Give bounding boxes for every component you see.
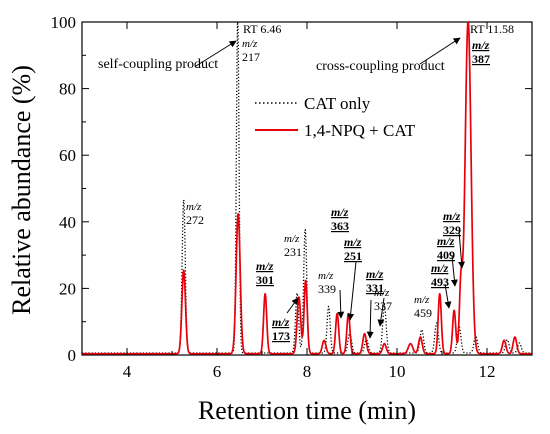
mz-value-bold: 173	[272, 329, 290, 343]
mz-value-label: 459	[414, 306, 432, 320]
x-tick-label: 10	[389, 362, 406, 381]
peak-arrow	[377, 297, 385, 327]
mz-value-bold: 363	[331, 219, 349, 233]
mz-value-bold: 301	[256, 273, 274, 287]
mz-prefix-label: m/z	[414, 294, 430, 306]
mz-value-label: 272	[186, 213, 204, 227]
mz-prefix-bold: m/z	[344, 235, 362, 249]
legend-label-cat-only: CAT only	[304, 94, 371, 113]
mz-prefix-label: m/z	[284, 233, 300, 245]
mz-prefix-bold: m/z	[431, 261, 449, 275]
x-tick-label: 6	[213, 362, 222, 381]
mz-prefix-bold: m/z	[366, 267, 384, 281]
y-tick-label: 80	[59, 80, 76, 99]
peak-arrow	[444, 283, 452, 309]
x-axis-title: Retention time (min)	[198, 396, 416, 425]
mz-value-label: 231	[284, 245, 302, 259]
peak-arrow	[337, 289, 345, 319]
y-axis-title: Relative abundance (%)	[7, 65, 36, 315]
mz-value-bold: 331	[366, 281, 384, 295]
mz-prefix-bold: m/z	[472, 38, 490, 52]
y-tick-label: 100	[51, 13, 77, 32]
mz-value-bold: 387	[472, 52, 490, 66]
mz-value-bold: 409	[437, 248, 455, 262]
series-npq-cat	[81, 21, 533, 355]
y-tick-label: 40	[59, 213, 76, 232]
peak-arrow	[458, 230, 465, 269]
mz-prefix-label: m/z	[374, 287, 390, 299]
y-tick-label: 60	[59, 146, 76, 165]
mz-prefix-bold: m/z	[331, 205, 349, 219]
series-layer	[81, 21, 533, 355]
mz-prefix-bold: m/z	[443, 209, 461, 223]
peak-arrow	[286, 297, 299, 314]
self-coupling-arrow	[195, 40, 237, 67]
mz-prefix-label: m/z	[186, 201, 202, 213]
cross-coupling-arrow	[419, 37, 461, 65]
peak-arrow	[450, 255, 458, 287]
mz-value-label: 217	[242, 50, 260, 64]
x-tick-label: 4	[123, 362, 132, 381]
legend-label-npq-cat: 1,4-NPQ + CAT	[304, 121, 416, 140]
mz-prefix-bold: m/z	[272, 315, 290, 329]
y-tick-label: 20	[59, 279, 76, 298]
axis-layer: 0 20 40 60 80 100 4 6 8 10 12	[51, 13, 533, 381]
legend: CAT only 1,4-NPQ + CAT	[255, 94, 416, 140]
mz-value-bold: 493	[431, 275, 449, 289]
rt-label-self: RT 6.46	[243, 22, 281, 36]
mz-prefix-bold: m/z	[437, 234, 455, 248]
annotation-layer: m/z217m/z272m/z231m/z339m/z337m/z459m/z3…	[186, 38, 490, 343]
cross-coupling-label: cross-coupling product	[316, 59, 445, 74]
peak-arrow	[347, 261, 357, 321]
x-tick-label: 12	[479, 362, 496, 381]
mz-value-bold: 329	[443, 223, 461, 237]
mz-prefix-bold: m/z	[256, 259, 274, 273]
x-tick-label: 8	[303, 362, 312, 381]
mz-prefix-label: m/z	[242, 38, 258, 50]
mz-value-label: 339	[318, 282, 336, 296]
mz-prefix-label: m/z	[318, 270, 334, 282]
rt-label-cross: RT 11.58	[470, 22, 514, 36]
peak-arrow	[366, 299, 374, 339]
y-tick-label: 0	[68, 346, 77, 365]
mz-value-bold: 251	[344, 249, 362, 263]
self-coupling-label: self-coupling product	[98, 57, 218, 72]
